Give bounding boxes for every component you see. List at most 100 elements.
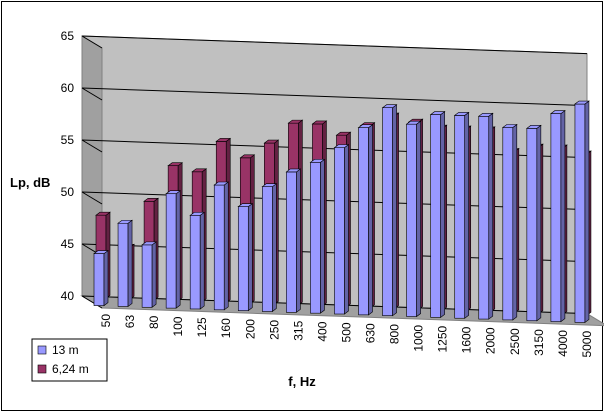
bar-6-24m-250-top bbox=[263, 139, 280, 144]
bar-13m-63-side bbox=[127, 219, 133, 308]
bar-13m-250-side bbox=[272, 183, 277, 313]
bar-13m-3150-top bbox=[525, 125, 542, 129]
bar-13m-2000 bbox=[477, 112, 494, 320]
bar-13m-2500-top bbox=[501, 124, 518, 128]
bar-13m-500 bbox=[333, 144, 350, 315]
bar-13m-2500 bbox=[501, 123, 518, 321]
x-tick-label: 4000 bbox=[556, 330, 570, 357]
bar-13m-1600 bbox=[453, 111, 470, 319]
bar-13m-1600-top bbox=[453, 112, 470, 116]
bar-13m-315-front bbox=[286, 171, 297, 313]
bar-13m-1000-top bbox=[405, 120, 422, 125]
bar-13m-400-front bbox=[310, 162, 321, 314]
y-tick-label: 65 bbox=[61, 29, 75, 43]
bar-13m-400-side bbox=[320, 158, 325, 314]
bar-13m-5000-front bbox=[574, 103, 586, 323]
x-tick-label: 2000 bbox=[484, 327, 498, 354]
x-tick-label: 200 bbox=[243, 319, 257, 339]
bar-6-24m-200-top bbox=[239, 154, 256, 159]
y-tick-label: 45 bbox=[61, 237, 75, 251]
bar-13m-160-front bbox=[213, 184, 225, 311]
bar-13m-1250-front bbox=[430, 114, 441, 318]
bar-6-24m-315-top bbox=[287, 119, 304, 124]
bar-13m-3150 bbox=[525, 124, 542, 322]
x-tick-label: 100 bbox=[171, 316, 185, 336]
gridline-side bbox=[81, 139, 103, 153]
bar-13m-80-front bbox=[141, 244, 153, 308]
bar-13m-1000 bbox=[405, 120, 422, 318]
bar-13m-1000-side bbox=[416, 120, 421, 318]
bar-13m-50-side bbox=[103, 250, 109, 307]
bar-13m-160-top bbox=[213, 181, 230, 186]
bar-13m-100-top bbox=[165, 190, 182, 195]
bar-6-24m-50-top bbox=[95, 211, 111, 216]
bar-13m-63-top bbox=[117, 219, 133, 224]
x-tick-label: 500 bbox=[339, 322, 353, 342]
bar-13m-630-front bbox=[358, 127, 369, 316]
bar-6-24m-400-top bbox=[311, 120, 328, 125]
bar-13m-2500-front bbox=[502, 127, 514, 321]
bar-13m-200 bbox=[237, 203, 254, 312]
bar-13m-4000-side bbox=[560, 109, 566, 323]
bar-13m-125-side bbox=[199, 211, 205, 310]
bar-6-24m-80-top bbox=[143, 197, 159, 202]
x-tick-label: 315 bbox=[291, 320, 305, 340]
bar-13m-200-side bbox=[247, 203, 253, 312]
legend: 13 m 6,24 m bbox=[31, 338, 108, 382]
y-tick-label: 60 bbox=[61, 81, 75, 95]
bar-13m-800-side bbox=[392, 104, 397, 317]
bar-13m-125-front bbox=[189, 215, 201, 310]
gridline-side bbox=[81, 191, 103, 205]
x-tick-label: 50 bbox=[99, 314, 113, 328]
bar-13m-50 bbox=[93, 250, 109, 307]
bar-13m-2500-side bbox=[512, 123, 518, 321]
bar-13m-800-top bbox=[381, 104, 398, 108]
bar-13m-2000-side bbox=[488, 112, 494, 320]
gridline-side bbox=[81, 35, 103, 49]
bar-13m-125 bbox=[189, 211, 206, 310]
x-tick-label: 250 bbox=[267, 320, 281, 340]
bar-13m-80 bbox=[141, 241, 157, 308]
gridline-side bbox=[81, 295, 103, 309]
legend-label: 13 m bbox=[52, 343, 79, 357]
bar-13m-50-front bbox=[93, 253, 105, 306]
bar-13m-50-top bbox=[93, 250, 109, 254]
bar-13m-3150-side bbox=[536, 124, 542, 322]
bar-13m-1600-front bbox=[454, 115, 466, 319]
bar-13m-80-side bbox=[151, 241, 157, 308]
legend-label: 6,24 m bbox=[52, 362, 89, 376]
bar-13m-500-side bbox=[344, 144, 349, 315]
bar-13m-500-front bbox=[334, 147, 345, 315]
bar-13m-3150-front bbox=[526, 128, 538, 322]
x-tick-label: 63 bbox=[123, 315, 137, 329]
gridline-side bbox=[81, 87, 103, 101]
bar-13m-250-front bbox=[262, 186, 273, 312]
bar-13m-63-front bbox=[117, 222, 129, 307]
bar-13m-2000-front bbox=[478, 115, 490, 320]
bar-13m-800-front bbox=[382, 107, 393, 316]
bar-13m-4000-front bbox=[550, 113, 562, 322]
bar-13m-1250-side bbox=[440, 110, 445, 318]
bar-13m-160 bbox=[213, 181, 230, 311]
x-tick-label: 80 bbox=[147, 315, 161, 329]
bar-13m-800 bbox=[381, 104, 398, 317]
y-tick-label: 55 bbox=[61, 133, 75, 147]
bar-13m-1250 bbox=[429, 110, 446, 318]
bar-13m-100 bbox=[165, 190, 182, 309]
y-tick-label: 50 bbox=[61, 185, 75, 199]
legend-swatch bbox=[37, 345, 47, 355]
x-tick-label: 800 bbox=[388, 324, 402, 344]
x-tick-label: 3150 bbox=[532, 329, 546, 356]
bar-13m-250 bbox=[261, 183, 278, 313]
bar-13m-5000-side bbox=[584, 100, 590, 324]
x-tick-label: 1250 bbox=[436, 325, 450, 352]
bar-13m-63 bbox=[117, 219, 133, 308]
x-tick-label: 5000 bbox=[580, 331, 594, 358]
bar-13m-1000-front bbox=[406, 123, 417, 317]
gridline bbox=[81, 35, 588, 55]
bar-13m-125-top bbox=[189, 212, 206, 216]
bar-13m-4000-top bbox=[550, 110, 566, 114]
x-axis-title: f, Hz bbox=[288, 374, 316, 389]
bar-13m-315-top bbox=[285, 168, 302, 173]
